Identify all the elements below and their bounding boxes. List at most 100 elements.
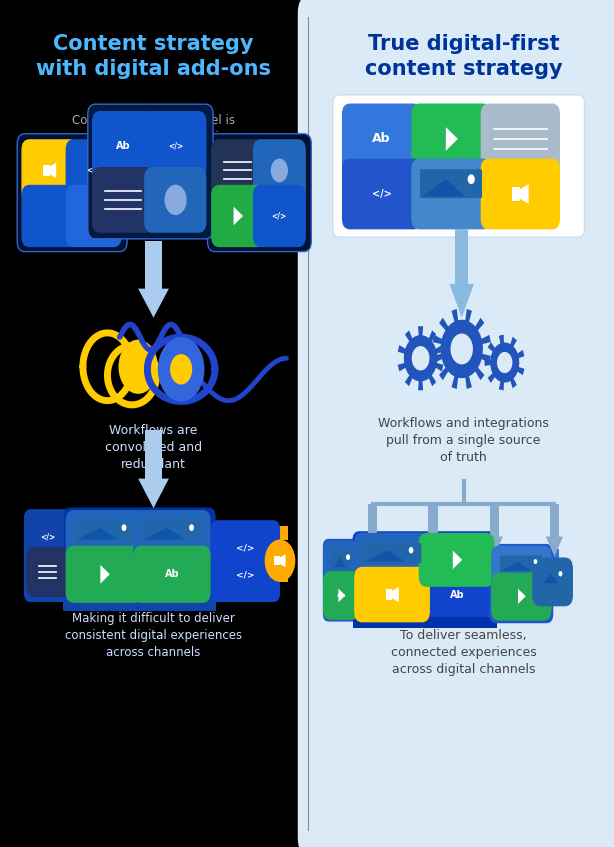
Polygon shape	[412, 346, 429, 370]
FancyBboxPatch shape	[355, 567, 429, 622]
Bar	[145, 241, 162, 289]
Text: </>: </>	[40, 533, 55, 541]
FancyBboxPatch shape	[481, 159, 559, 229]
FancyBboxPatch shape	[324, 541, 359, 590]
Text: </>: </>	[87, 166, 101, 175]
Bar	[550, 504, 559, 536]
Polygon shape	[518, 589, 526, 604]
FancyBboxPatch shape	[212, 140, 263, 201]
Bar	[145, 430, 162, 479]
FancyBboxPatch shape	[343, 104, 421, 174]
FancyBboxPatch shape	[17, 134, 127, 252]
Bar	[512, 187, 521, 201]
FancyBboxPatch shape	[74, 520, 134, 541]
Text: Making it difficult to deliver
consistent digital experiences
across channels: Making it difficult to deliver consisten…	[65, 612, 242, 658]
FancyBboxPatch shape	[66, 546, 142, 602]
Text: Ab: Ab	[372, 132, 391, 146]
Polygon shape	[144, 528, 185, 540]
FancyBboxPatch shape	[64, 508, 215, 606]
FancyBboxPatch shape	[490, 545, 553, 623]
FancyBboxPatch shape	[66, 185, 121, 246]
Polygon shape	[502, 562, 531, 571]
Circle shape	[538, 562, 567, 602]
Text: True digital-first
content strategy: True digital-first content strategy	[365, 34, 562, 79]
FancyBboxPatch shape	[412, 104, 490, 174]
Bar	[43, 165, 50, 176]
FancyBboxPatch shape	[500, 556, 543, 573]
FancyBboxPatch shape	[88, 104, 213, 239]
FancyBboxPatch shape	[481, 104, 559, 174]
Circle shape	[468, 174, 475, 184]
Bar	[63, 597, 216, 611]
Circle shape	[122, 524, 126, 531]
Circle shape	[189, 524, 194, 531]
Text: </>: </>	[371, 189, 392, 199]
Polygon shape	[422, 180, 465, 197]
Polygon shape	[364, 536, 381, 556]
Polygon shape	[546, 536, 563, 556]
Polygon shape	[424, 536, 441, 556]
FancyBboxPatch shape	[533, 558, 572, 606]
Polygon shape	[433, 309, 491, 389]
FancyBboxPatch shape	[254, 185, 305, 246]
FancyBboxPatch shape	[22, 185, 77, 246]
Circle shape	[409, 547, 413, 553]
FancyBboxPatch shape	[27, 548, 68, 596]
FancyBboxPatch shape	[134, 546, 210, 602]
FancyBboxPatch shape	[212, 521, 279, 601]
Polygon shape	[100, 565, 110, 584]
FancyBboxPatch shape	[93, 112, 154, 180]
Bar	[546, 590, 559, 603]
Polygon shape	[543, 573, 558, 584]
Text: </>: </>	[236, 544, 255, 553]
Bar	[455, 229, 468, 284]
Text: </>: </>	[168, 141, 183, 150]
Polygon shape	[453, 551, 462, 569]
Polygon shape	[77, 528, 118, 540]
Text: Workflows are
convoluted and
redundant: Workflows are convoluted and redundant	[105, 424, 202, 470]
FancyBboxPatch shape	[145, 112, 206, 180]
Polygon shape	[398, 326, 443, 390]
Polygon shape	[233, 207, 243, 225]
Text: Ab: Ab	[336, 593, 346, 598]
FancyBboxPatch shape	[353, 532, 497, 625]
FancyBboxPatch shape	[254, 140, 305, 201]
FancyBboxPatch shape	[333, 95, 585, 237]
FancyBboxPatch shape	[363, 543, 421, 563]
FancyBboxPatch shape	[492, 573, 551, 620]
FancyBboxPatch shape	[412, 159, 490, 229]
Bar	[428, 504, 438, 536]
Circle shape	[534, 559, 537, 564]
FancyBboxPatch shape	[66, 140, 121, 201]
Text: Ab: Ab	[116, 141, 131, 151]
Circle shape	[158, 337, 204, 401]
FancyBboxPatch shape	[420, 169, 482, 198]
Polygon shape	[520, 184, 529, 204]
FancyBboxPatch shape	[25, 510, 71, 601]
Polygon shape	[486, 536, 503, 556]
FancyBboxPatch shape	[324, 572, 359, 619]
FancyBboxPatch shape	[419, 534, 494, 586]
Polygon shape	[138, 289, 169, 318]
Polygon shape	[451, 334, 473, 364]
Polygon shape	[334, 557, 346, 567]
Text: Content for each channel is
created and managed in
disconnected silos: Content for each channel is created and …	[72, 114, 235, 161]
Text: Ab: Ab	[165, 569, 179, 579]
Polygon shape	[446, 127, 458, 151]
FancyBboxPatch shape	[22, 140, 77, 201]
FancyBboxPatch shape	[541, 567, 564, 585]
Polygon shape	[338, 589, 345, 602]
Polygon shape	[49, 163, 56, 178]
FancyBboxPatch shape	[343, 159, 421, 229]
FancyBboxPatch shape	[145, 168, 206, 232]
Text: Content strategy
with digital add-ons: Content strategy with digital add-ons	[36, 34, 271, 79]
FancyBboxPatch shape	[332, 551, 351, 569]
Circle shape	[559, 571, 562, 577]
Bar	[274, 556, 280, 565]
Text: </>: </>	[236, 571, 255, 579]
Text: Content is unified and
structured for use across
digital channels: Content is unified and structured for us…	[390, 114, 537, 161]
Text: Workflows and integrations
pull from a single source
of truth: Workflows and integrations pull from a s…	[378, 417, 549, 463]
Polygon shape	[365, 551, 405, 562]
Circle shape	[119, 340, 158, 394]
Bar	[272, 568, 288, 582]
